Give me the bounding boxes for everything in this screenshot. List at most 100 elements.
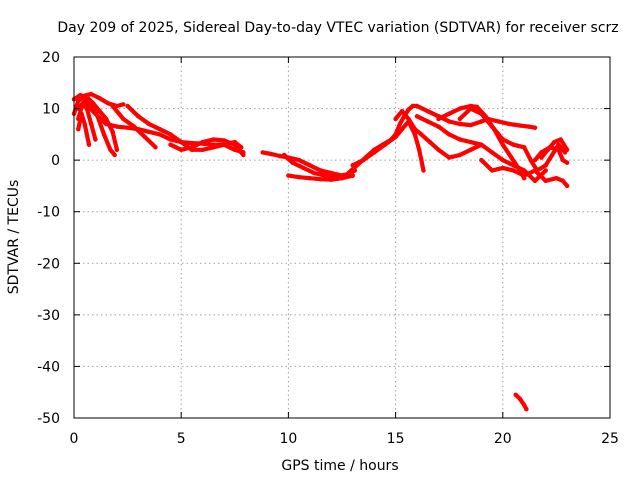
data-point <box>496 119 501 124</box>
data-point <box>412 132 418 137</box>
data-point <box>532 178 538 183</box>
series-arc-2b <box>110 103 158 150</box>
data-point <box>114 147 120 152</box>
data-point <box>136 114 141 119</box>
data-point <box>82 121 87 127</box>
data-point <box>479 119 484 124</box>
series-arc-6a <box>539 137 570 160</box>
data-point <box>500 142 505 147</box>
data-point <box>543 163 548 168</box>
data-point <box>539 150 544 155</box>
data-point <box>269 151 274 157</box>
data-point <box>479 142 484 147</box>
data-point <box>526 124 531 129</box>
data-point <box>513 392 518 397</box>
data-point <box>346 170 351 176</box>
data-point <box>436 147 441 152</box>
data-point <box>468 106 473 111</box>
data-point <box>318 168 323 173</box>
data-point <box>500 137 505 142</box>
series-arc-1a <box>71 93 120 152</box>
y-tick-label: -30 <box>37 308 60 324</box>
data-point <box>131 124 137 129</box>
data-point <box>447 119 452 124</box>
data-point <box>500 157 505 163</box>
series-arc-1e <box>71 91 126 116</box>
data-point <box>436 124 441 129</box>
series-arc-7 <box>513 392 529 412</box>
data-point <box>104 116 109 122</box>
series-arc-2d <box>168 137 246 158</box>
data-point <box>517 396 523 402</box>
data-point <box>290 160 295 165</box>
data-point <box>221 138 227 143</box>
data-point <box>564 183 570 189</box>
data-point <box>399 127 405 132</box>
x-tick-label: 10 <box>279 431 297 447</box>
x-tick-label: 0 <box>70 431 79 447</box>
data-point <box>104 121 109 127</box>
data-point <box>457 152 463 158</box>
data-point <box>125 103 130 109</box>
data-point <box>419 132 424 137</box>
series-arc-1c <box>76 101 98 142</box>
data-point <box>350 173 355 178</box>
data-point <box>417 147 422 152</box>
data-point <box>106 101 111 106</box>
data-point <box>556 142 561 147</box>
y-tick-label: 0 <box>51 153 60 169</box>
data-point <box>200 147 205 152</box>
data-point <box>307 163 312 168</box>
data-point <box>511 168 516 173</box>
x-tick-label: 20 <box>494 431 512 447</box>
data-point <box>425 109 430 114</box>
series-arc-5d <box>479 157 570 189</box>
data-point <box>179 147 184 152</box>
data-point <box>101 132 107 137</box>
data-point <box>507 121 512 127</box>
data-point <box>329 177 334 182</box>
trace-line <box>543 142 568 168</box>
data-point <box>121 116 126 122</box>
data-point <box>93 137 98 142</box>
y-tick-label: -50 <box>37 411 60 427</box>
data-point <box>97 109 102 114</box>
data-point <box>339 176 345 181</box>
data-point <box>382 142 388 147</box>
data-point <box>399 109 405 114</box>
y-tick-label: -40 <box>37 359 60 375</box>
data-point <box>479 111 484 116</box>
data-point <box>114 124 120 129</box>
data-point <box>447 111 452 116</box>
data-point <box>146 129 152 134</box>
data-point <box>211 137 216 142</box>
data-point <box>97 96 102 101</box>
x-tick-label: 15 <box>387 431 405 447</box>
data-point <box>286 173 291 178</box>
data-point <box>350 163 355 168</box>
data-point <box>189 145 195 150</box>
y-tick-label: 20 <box>42 50 60 66</box>
series-arc-3c <box>286 173 355 182</box>
data-point <box>168 142 173 147</box>
grid <box>74 57 610 418</box>
data-point <box>468 122 473 128</box>
data-point <box>511 142 516 147</box>
data-point <box>562 150 568 155</box>
data-point <box>447 155 452 160</box>
data-point <box>468 139 473 145</box>
data-point <box>522 402 527 408</box>
data-point <box>311 170 317 176</box>
data-point <box>112 152 117 158</box>
data-point <box>485 116 490 122</box>
data-point <box>397 121 403 127</box>
data-point <box>406 116 411 122</box>
data-point <box>414 114 420 119</box>
data-point <box>532 125 538 130</box>
data-point <box>322 173 327 178</box>
data-point <box>532 168 538 173</box>
series-arc-6c <box>543 142 568 168</box>
y-tick-label: -10 <box>37 205 60 221</box>
y-tick-label: 10 <box>42 102 60 118</box>
